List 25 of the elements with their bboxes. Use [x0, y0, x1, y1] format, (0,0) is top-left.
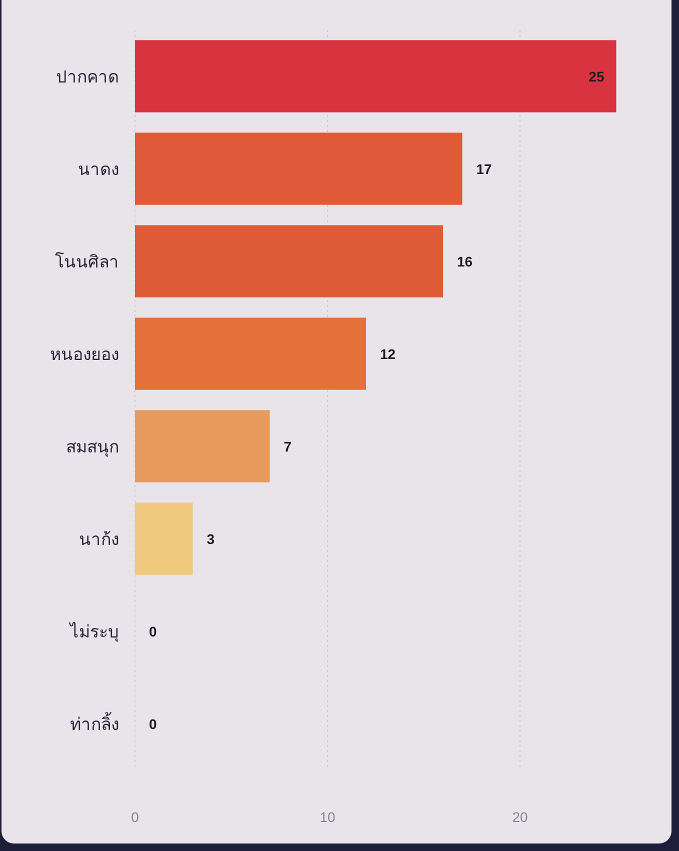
y-tick-label: หนองยอง — [50, 344, 119, 364]
data-label: 17 — [476, 160, 492, 177]
x-tick-label: 0 — [131, 809, 140, 825]
bar — [135, 40, 616, 112]
bar — [135, 410, 270, 482]
y-tick-label: นาก้ง — [79, 530, 119, 549]
y-tick-label: สมสนุก — [66, 437, 119, 458]
data-label: 0 — [149, 716, 157, 732]
bar — [135, 132, 462, 205]
bar — [135, 318, 366, 390]
data-label: 7 — [284, 438, 292, 454]
data-label: 12 — [380, 346, 396, 362]
x-tick-label: 10 — [320, 809, 336, 825]
y-tick-label: โนนศิลา — [55, 251, 119, 272]
y-tick-label: นาดง — [78, 160, 119, 179]
bar — [135, 225, 443, 298]
data-label: 3 — [206, 530, 215, 547]
y-tick-label: ท่ากลิ้ง — [70, 712, 119, 734]
x-tick-label: 20 — [512, 809, 528, 825]
data-label: 25 — [588, 68, 604, 84]
y-tick-label: ปากคาด — [56, 67, 119, 86]
data-label: 16 — [457, 253, 473, 270]
bar — [135, 502, 193, 575]
y-tick-label: ไม่ระบุ — [68, 621, 119, 642]
data-label: 0 — [149, 623, 157, 640]
